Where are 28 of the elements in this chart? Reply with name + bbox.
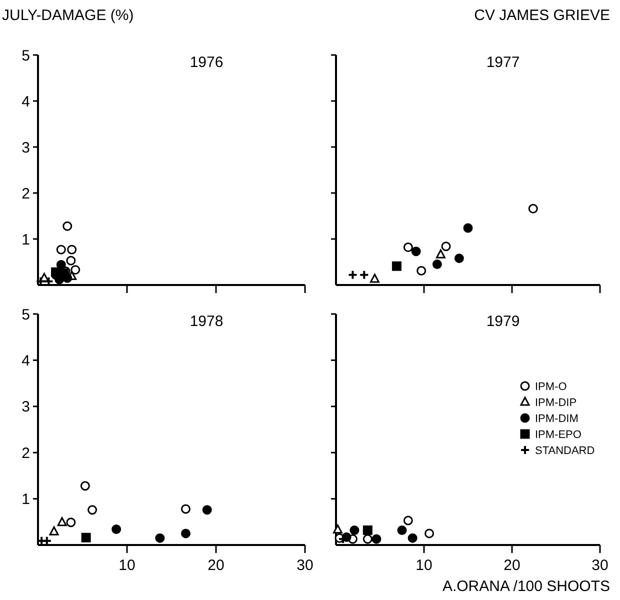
x-axis-title: A.ORANA /100 SHOOTS [442, 578, 610, 595]
y-tick-label: 3 [22, 139, 30, 156]
legend-label: STANDARD [535, 444, 595, 457]
y-tick-label: 1 [22, 231, 30, 248]
legend-label: IPM-DIM [535, 412, 578, 425]
y-tick-label: 4 [22, 352, 30, 370]
x-tick-label: 30 [296, 557, 314, 574]
text: CV JAMES GRIEVE [474, 7, 610, 24]
y-tick-label: 1 [22, 491, 30, 508]
x-tick-label: 10 [416, 557, 432, 574]
legend-label: IPM-O [535, 380, 568, 393]
y-tick-label: 2 [22, 185, 30, 202]
x-tick-label: 30 [592, 557, 608, 574]
y-tick-label: 5 [22, 306, 30, 324]
y-axis-title: JULY-DAMAGE (%) [2, 7, 134, 24]
chart-title: 1977 [486, 54, 520, 71]
y-tick-label: 5 [22, 47, 30, 64]
x-tick-label: 10 [118, 557, 136, 574]
legend-label: IPM-DIP [535, 396, 577, 409]
chart-title: 1979 [486, 313, 520, 330]
legend-label: IPM-EPO [535, 428, 582, 441]
x-tick-label: 20 [504, 557, 520, 574]
y-tick-label: 2 [22, 444, 30, 462]
x-tick-label: 20 [208, 557, 224, 574]
y-tick-label: 3 [22, 398, 30, 416]
chart-title: 1976 [190, 54, 224, 71]
chart-title: 1978 [190, 313, 224, 330]
y-tick-label: 4 [22, 93, 30, 110]
